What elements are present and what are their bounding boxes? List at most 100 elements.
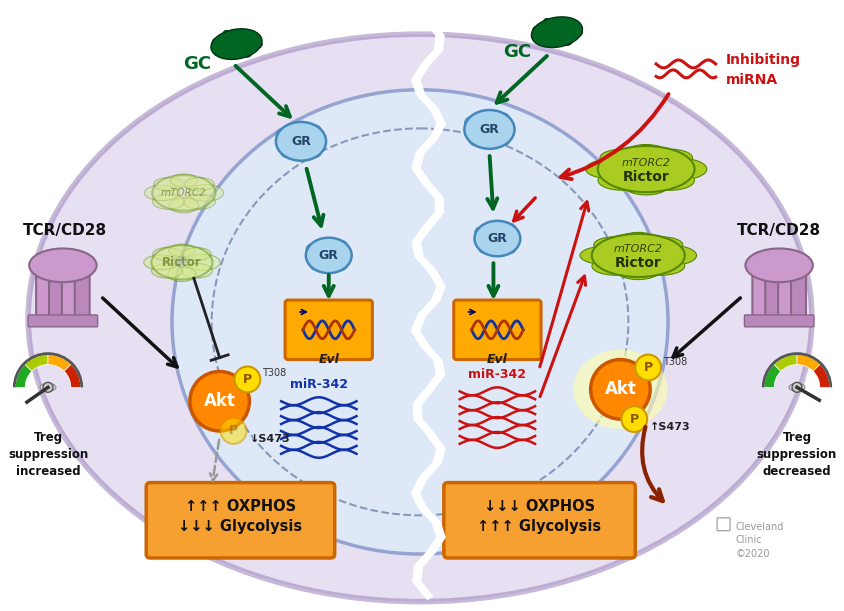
Ellipse shape bbox=[306, 243, 321, 255]
Wedge shape bbox=[64, 364, 81, 387]
Wedge shape bbox=[15, 364, 32, 387]
Ellipse shape bbox=[500, 243, 516, 254]
Circle shape bbox=[620, 406, 647, 432]
Text: Treg
suppression
increased: Treg suppression increased bbox=[8, 431, 88, 478]
Ellipse shape bbox=[494, 112, 509, 125]
FancyBboxPatch shape bbox=[62, 268, 77, 322]
Ellipse shape bbox=[248, 39, 262, 49]
Ellipse shape bbox=[28, 34, 811, 602]
Text: mTORC2: mTORC2 bbox=[613, 244, 662, 254]
Ellipse shape bbox=[639, 237, 682, 253]
Ellipse shape bbox=[221, 48, 232, 57]
Text: ↓↓↓ OXPHOS: ↓↓↓ OXPHOS bbox=[483, 499, 594, 514]
Ellipse shape bbox=[531, 17, 582, 48]
Ellipse shape bbox=[212, 38, 223, 50]
Text: Inhibiting
miRNA: Inhibiting miRNA bbox=[725, 53, 799, 87]
Text: TCR/CD28: TCR/CD28 bbox=[23, 223, 107, 238]
Ellipse shape bbox=[305, 145, 321, 158]
Wedge shape bbox=[48, 354, 71, 371]
Ellipse shape bbox=[579, 246, 631, 265]
FancyBboxPatch shape bbox=[765, 268, 779, 322]
Wedge shape bbox=[812, 364, 829, 387]
Text: GC: GC bbox=[182, 55, 211, 73]
Text: GR: GR bbox=[318, 249, 338, 262]
Ellipse shape bbox=[479, 243, 493, 254]
Ellipse shape bbox=[151, 245, 212, 279]
Ellipse shape bbox=[172, 90, 668, 554]
Ellipse shape bbox=[532, 26, 543, 38]
Ellipse shape bbox=[144, 185, 180, 200]
Text: P: P bbox=[229, 425, 238, 437]
Ellipse shape bbox=[152, 175, 215, 211]
Ellipse shape bbox=[562, 18, 570, 29]
Ellipse shape bbox=[652, 158, 706, 180]
Ellipse shape bbox=[186, 254, 220, 270]
FancyBboxPatch shape bbox=[790, 268, 805, 322]
Ellipse shape bbox=[788, 383, 804, 391]
Ellipse shape bbox=[572, 349, 667, 429]
Circle shape bbox=[190, 371, 249, 431]
Ellipse shape bbox=[181, 263, 212, 278]
Circle shape bbox=[235, 367, 260, 392]
Ellipse shape bbox=[40, 383, 56, 391]
Ellipse shape bbox=[188, 185, 224, 201]
FancyBboxPatch shape bbox=[146, 483, 334, 558]
Ellipse shape bbox=[474, 221, 520, 256]
Ellipse shape bbox=[645, 170, 694, 190]
Ellipse shape bbox=[591, 257, 638, 275]
Ellipse shape bbox=[625, 144, 666, 162]
Ellipse shape bbox=[240, 48, 252, 57]
Text: mTORC2: mTORC2 bbox=[161, 188, 207, 198]
Ellipse shape bbox=[568, 27, 582, 37]
Text: TCR/CD28: TCR/CD28 bbox=[736, 223, 820, 238]
Ellipse shape bbox=[143, 255, 177, 269]
Ellipse shape bbox=[306, 238, 351, 273]
Ellipse shape bbox=[153, 247, 181, 260]
FancyBboxPatch shape bbox=[49, 268, 64, 322]
Ellipse shape bbox=[616, 261, 659, 280]
Ellipse shape bbox=[647, 149, 692, 166]
Text: ↑↑↑ OXPHOS: ↑↑↑ OXPHOS bbox=[185, 499, 295, 514]
Text: miR-342: miR-342 bbox=[289, 378, 348, 391]
Ellipse shape bbox=[169, 198, 198, 213]
Ellipse shape bbox=[744, 249, 812, 282]
Text: P: P bbox=[242, 373, 252, 386]
Ellipse shape bbox=[644, 246, 695, 265]
Text: ↑S473: ↑S473 bbox=[649, 422, 690, 432]
Text: GR: GR bbox=[487, 232, 506, 245]
Text: Rictor: Rictor bbox=[614, 257, 661, 270]
Ellipse shape bbox=[333, 259, 347, 271]
FancyBboxPatch shape bbox=[443, 483, 635, 558]
Wedge shape bbox=[763, 364, 780, 387]
FancyBboxPatch shape bbox=[36, 268, 51, 322]
FancyBboxPatch shape bbox=[28, 315, 98, 327]
Ellipse shape bbox=[151, 263, 182, 278]
Circle shape bbox=[791, 382, 801, 392]
Ellipse shape bbox=[276, 128, 292, 141]
Text: ↑↑↑ Glycolysis: ↑↑↑ Glycolysis bbox=[476, 519, 600, 534]
FancyBboxPatch shape bbox=[75, 268, 89, 322]
FancyBboxPatch shape bbox=[284, 300, 372, 359]
Ellipse shape bbox=[30, 249, 96, 282]
Wedge shape bbox=[796, 354, 820, 371]
Text: T308: T308 bbox=[663, 357, 686, 367]
Ellipse shape bbox=[310, 259, 324, 271]
Circle shape bbox=[635, 354, 660, 381]
Ellipse shape bbox=[464, 116, 480, 129]
Ellipse shape bbox=[167, 267, 196, 282]
Ellipse shape bbox=[560, 36, 571, 45]
Ellipse shape bbox=[152, 194, 184, 210]
Ellipse shape bbox=[636, 257, 684, 275]
Text: Evl: Evl bbox=[486, 353, 507, 366]
Ellipse shape bbox=[474, 227, 489, 238]
Ellipse shape bbox=[585, 159, 639, 179]
Ellipse shape bbox=[223, 30, 231, 41]
FancyBboxPatch shape bbox=[751, 268, 766, 322]
Ellipse shape bbox=[598, 170, 647, 190]
Ellipse shape bbox=[468, 134, 484, 146]
Text: miR-342: miR-342 bbox=[468, 368, 526, 381]
FancyBboxPatch shape bbox=[453, 300, 540, 359]
Text: Rictor: Rictor bbox=[162, 256, 202, 269]
Ellipse shape bbox=[183, 194, 215, 210]
Ellipse shape bbox=[599, 149, 644, 166]
